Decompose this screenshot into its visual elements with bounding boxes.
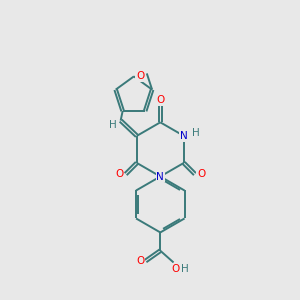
- Text: H: H: [192, 128, 200, 138]
- Text: H: H: [109, 120, 116, 130]
- Text: O: O: [136, 256, 144, 266]
- Text: O: O: [156, 95, 164, 105]
- Text: O: O: [171, 264, 179, 274]
- Text: N: N: [180, 131, 188, 141]
- Text: O: O: [197, 169, 206, 179]
- Text: O: O: [136, 71, 145, 81]
- Text: H: H: [181, 264, 189, 274]
- Text: O: O: [115, 169, 123, 179]
- Text: N: N: [156, 172, 164, 182]
